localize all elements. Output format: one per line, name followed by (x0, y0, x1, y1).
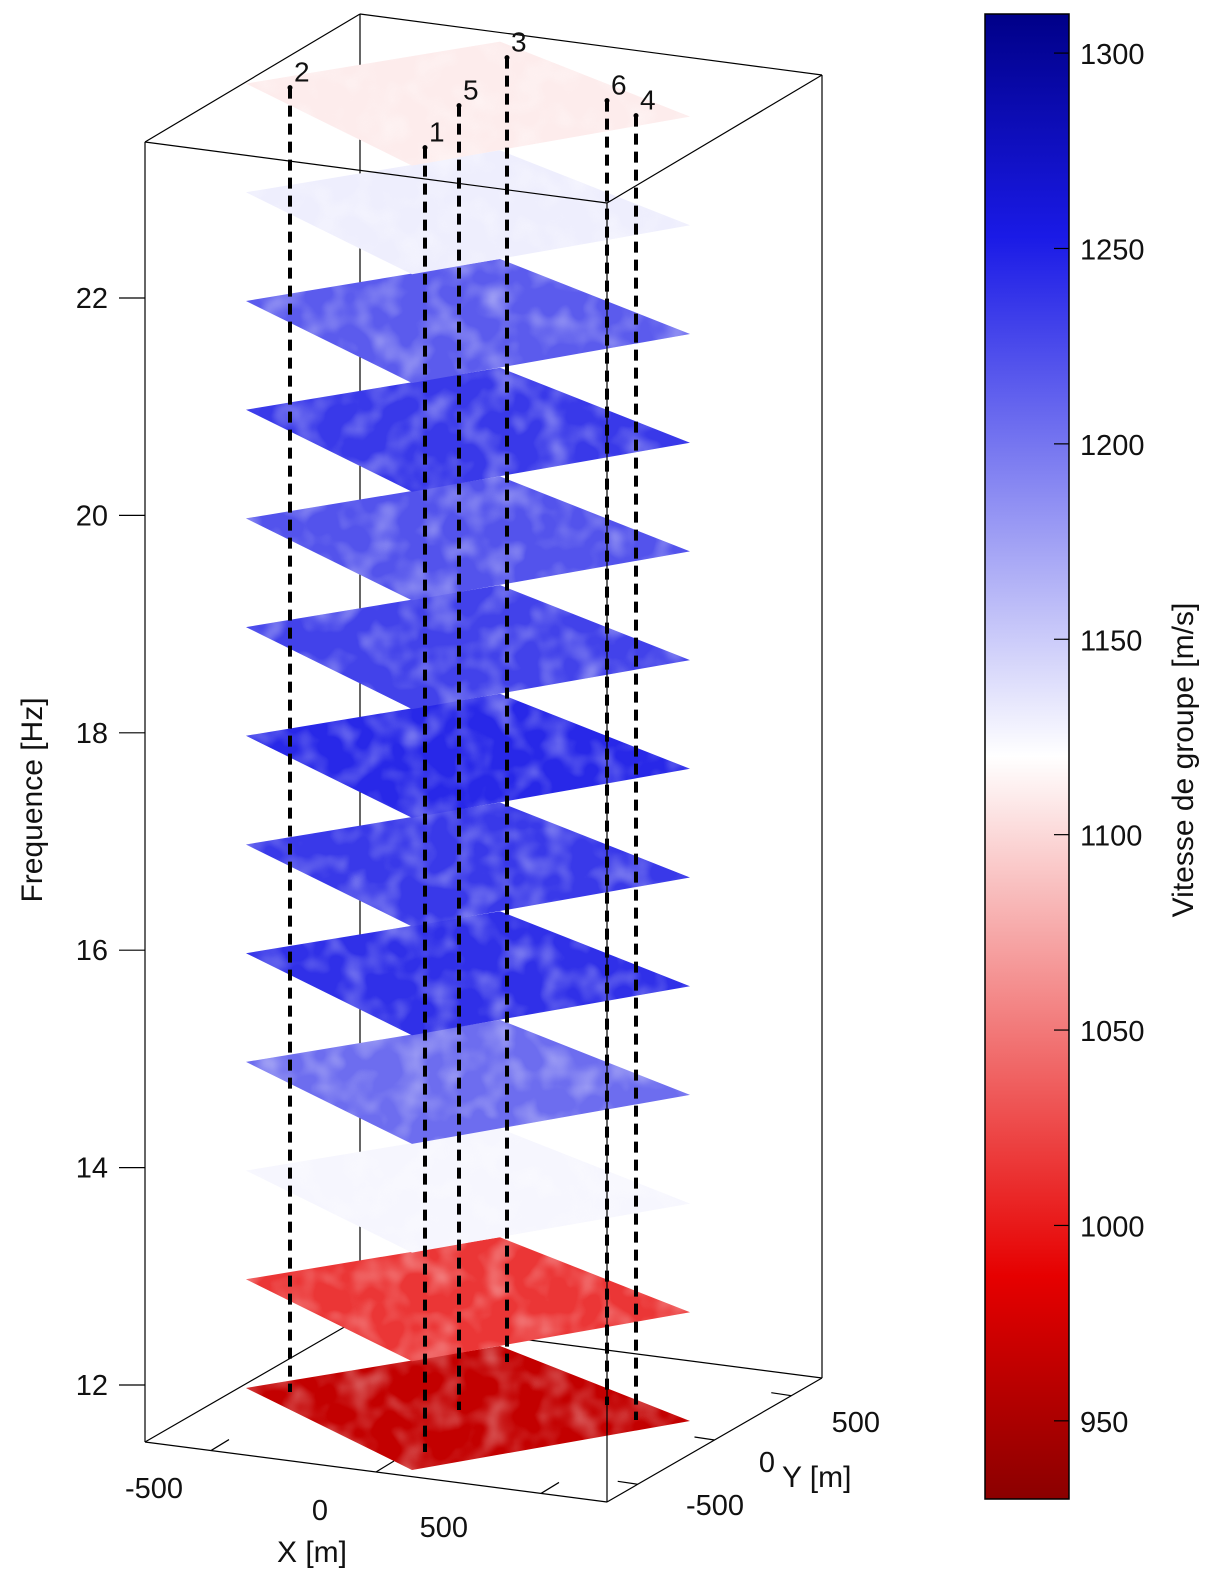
z-tick-label: 22 (76, 283, 108, 315)
x-tick (540, 1481, 560, 1494)
colorbar-frame (984, 13, 1070, 1500)
x-tick (210, 1439, 230, 1452)
station-dot-4 (633, 113, 639, 119)
x-tick-label: 500 (420, 1512, 468, 1544)
colorbar-label: Vitesse de groupe [m/s] (1167, 603, 1200, 918)
slice-texture (246, 693, 690, 818)
slice-texture (246, 585, 690, 710)
station-label-4: 4 (640, 85, 656, 116)
x-tick-label: 0 (312, 1495, 328, 1527)
y-tick-label: 0 (759, 1447, 775, 1479)
z-tick-label: 14 (76, 1153, 108, 1185)
slice-texture (246, 150, 690, 275)
slice-texture (246, 1128, 690, 1253)
slice-texture (246, 1019, 690, 1144)
colorbar-tick-label: 1250 (1080, 234, 1145, 266)
axes: 12 14 16 18 20 22 -500 0 500 500 0 -500 (76, 283, 880, 1544)
colorbar-tick-label: 1050 (1080, 1016, 1145, 1048)
slice-texture (246, 1346, 690, 1470)
station-label-2: 2 (294, 57, 310, 88)
slice-texture (246, 1237, 690, 1362)
colorbar-tick-label: 1100 (1080, 821, 1142, 853)
station-dot-2 (287, 85, 293, 91)
station-label-6: 6 (611, 70, 627, 101)
colorbar (985, 14, 1069, 1499)
y-axis-label: Y [m] (782, 1461, 851, 1494)
station-dot-3 (504, 55, 510, 61)
y-tick (771, 1392, 792, 1397)
slice-texture (246, 802, 690, 927)
x-tick-label: -500 (125, 1473, 183, 1505)
colorbar-tick-label: 1300 (1080, 39, 1145, 71)
y-tick-label: -500 (686, 1490, 744, 1522)
y-tick (617, 1480, 638, 1485)
x-axis-label: X [m] (277, 1536, 347, 1569)
colorbar-tick-label: 1000 (1080, 1211, 1145, 1243)
z-axis-label: Frequence [Hz] (16, 697, 49, 902)
slice-texture (246, 476, 690, 601)
colorbar-tick-label: 1150 (1080, 625, 1142, 657)
x-tick (375, 1460, 395, 1473)
slice-texture (246, 41, 690, 166)
colorbar-ticks: 950 1000 1050 1100 1150 1200 1250 1300 (1054, 39, 1145, 1439)
station-label-1: 1 (429, 117, 445, 148)
z-tick-label: 12 (76, 1370, 108, 1402)
slice-texture (246, 367, 690, 492)
z-tick-label: 18 (76, 718, 108, 750)
slice-texture (246, 911, 690, 1036)
station-dot-1 (422, 145, 428, 151)
z-tick-label: 20 (76, 500, 108, 532)
y-tick-label: 500 (832, 1407, 880, 1439)
y-tick (694, 1436, 715, 1441)
slice-texture (246, 259, 690, 383)
station-dot-6 (604, 98, 610, 104)
colorbar-tick-label: 950 (1080, 1407, 1128, 1439)
station-dot-5 (456, 103, 462, 109)
colorbar-tick-label: 1200 (1080, 430, 1145, 462)
station-label-5: 5 (463, 75, 479, 106)
z-tick-label: 16 (76, 935, 108, 967)
velocity-slices (246, 41, 690, 1470)
station-label-3: 3 (511, 27, 527, 58)
